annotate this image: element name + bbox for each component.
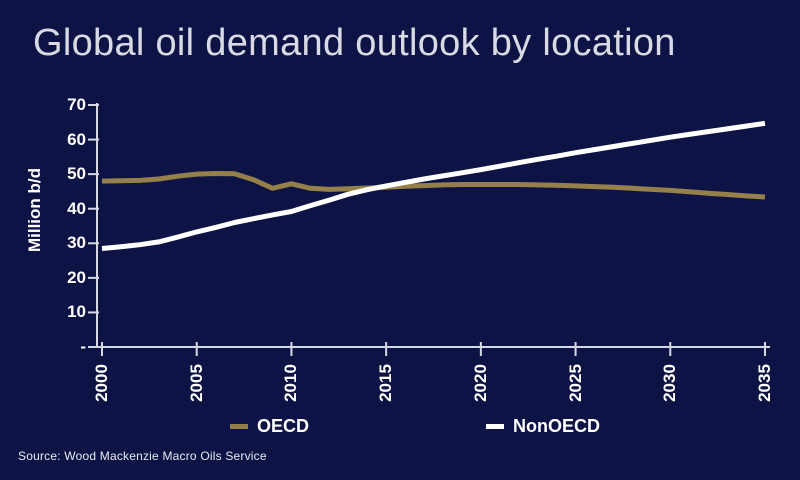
legend: OECD NonOECD xyxy=(0,413,800,439)
x-tick-label: 2000 xyxy=(92,364,111,402)
x-tick-label: 2020 xyxy=(470,364,490,402)
x-tick-label: 2035 xyxy=(755,364,774,402)
legend-item-nonoecd: NonOECD xyxy=(486,413,600,439)
source-note: Source: Wood Mackenzie Macro Oils Servic… xyxy=(18,449,267,463)
chart-title: Global oil demand outlook by location xyxy=(33,22,676,64)
x-tick-label: 2030 xyxy=(660,364,680,402)
y-tick-label: 70 xyxy=(67,95,86,114)
x-tick-label: 2010 xyxy=(281,364,301,402)
y-tick-label: 60 xyxy=(67,129,86,149)
series-line-nonoecd xyxy=(101,120,766,251)
series-line-oecd xyxy=(101,171,766,200)
legend-swatch-oecd xyxy=(230,423,248,429)
y-tick-label: 30 xyxy=(67,233,86,253)
legend-label: OECD xyxy=(257,415,310,436)
legend-item-oecd: OECD xyxy=(230,413,309,439)
legend-swatch-nonoecd xyxy=(486,423,504,429)
x-tick-label: 2005 xyxy=(186,364,206,402)
y-axis-title: Million b/d xyxy=(25,167,44,253)
y-tick-label: 50 xyxy=(67,164,86,184)
y-tick-label: 10 xyxy=(67,302,86,322)
legend-label: NonOECD xyxy=(513,415,600,436)
x-tick-label: 2015 xyxy=(376,364,396,402)
x-tick-label: 2025 xyxy=(565,364,585,402)
y-tick-label: 20 xyxy=(67,267,86,287)
y-tick-label: - xyxy=(80,337,86,356)
y-tick-label: 40 xyxy=(67,198,86,218)
